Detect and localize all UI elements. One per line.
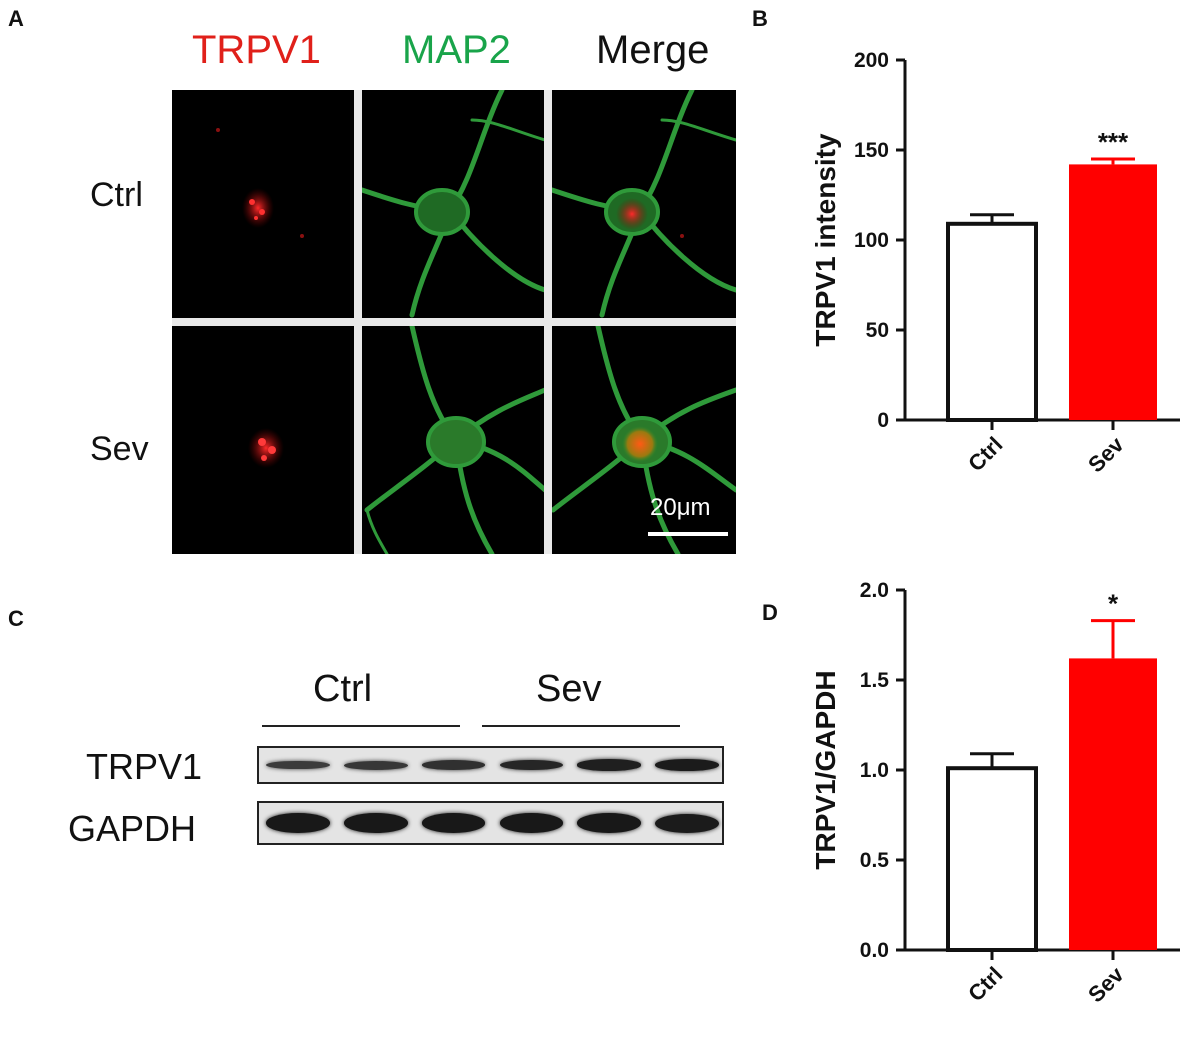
y-tick-label: 1.5 — [860, 669, 890, 692]
trpv1-band-6 — [655, 759, 719, 771]
trpv1-band-5 — [577, 759, 642, 771]
bar-sev — [1069, 658, 1157, 950]
x-tick-label: Ctrl — [963, 432, 1007, 476]
row-label-sev: Sev — [90, 430, 149, 468]
significance-marker: *** — [1098, 127, 1129, 157]
ctrl-trpv1-cell — [216, 128, 304, 238]
panel-label-a: A — [8, 6, 24, 31]
gapdh-band-4 — [499, 813, 564, 833]
microscopy-image — [216, 90, 736, 554]
channel-label-trpv1: TRPV1 — [192, 28, 321, 72]
blot-strip-trpv1 — [257, 746, 724, 784]
y-tick-label: 0.5 — [860, 849, 890, 872]
y-tick-label: 200 — [854, 49, 889, 72]
bar-ctrl — [946, 221, 1038, 422]
y-tick-label: 0 — [877, 409, 889, 432]
gapdh-band-3 — [421, 813, 486, 833]
panel-label-d: D — [762, 600, 778, 625]
bar-sev — [1069, 164, 1157, 420]
y-tick-label: 150 — [854, 139, 889, 162]
panel-label-c: C — [8, 606, 24, 631]
significance-marker: * — [1108, 589, 1119, 619]
y-axis-label: TRPV1/GAPDH — [810, 670, 841, 869]
trpv1-band-3 — [421, 760, 486, 770]
chart-d: 0.0 0.5 1.0 1.5 2.0 TRPV1/GAPDH Ctrl Sev * — [810, 579, 1180, 1007]
blot-group-label-sev: Sev — [536, 668, 602, 710]
blot-row-label-gapdh: GAPDH — [68, 808, 197, 849]
sev-trpv1-cell — [248, 428, 284, 468]
y-tick-label: 50 — [866, 319, 889, 342]
y-tick-label: 0.0 — [860, 939, 889, 962]
trpv1-band-2 — [343, 760, 408, 770]
y-axis-label: TRPV1 intensity — [810, 133, 841, 347]
blot-group-line-sev — [482, 725, 680, 727]
sev-map2-neuron — [364, 323, 548, 554]
gapdh-band-5 — [577, 813, 642, 833]
trpv1-band-1 — [266, 760, 330, 770]
x-tick-label: Sev — [1083, 431, 1129, 477]
channel-label-merge: Merge — [596, 28, 710, 72]
scale-bar — [648, 532, 728, 536]
sev-merge-neuron — [550, 323, 736, 554]
gapdh-band-6 — [655, 813, 719, 833]
scale-bar-label: 20μm — [650, 494, 711, 521]
y-tick-label: 100 — [854, 229, 889, 252]
channel-label-map2: MAP2 — [402, 28, 511, 72]
chart-b: 0 50 100 150 200 TRPV1 intensity Ctrl Sev *** — [810, 49, 1180, 477]
gapdh-band-1 — [266, 813, 330, 833]
x-tick-label: Ctrl — [963, 962, 1007, 1006]
panel-label-b: B — [752, 6, 768, 31]
ctrl-map2-neuron — [359, 90, 548, 318]
x-tick-label: Sev — [1083, 961, 1129, 1007]
trpv1-band-4 — [499, 759, 564, 771]
blot-strip-gapdh — [257, 801, 724, 845]
microscopy-grid: 20μm — [172, 90, 736, 554]
blot-group-label-ctrl: Ctrl — [313, 668, 373, 710]
bar-ctrl — [946, 766, 1038, 952]
y-tick-label: 2.0 — [860, 579, 889, 602]
row-label-ctrl: Ctrl — [90, 176, 143, 214]
blot-group-line-ctrl — [262, 725, 460, 727]
y-tick-label: 1.0 — [860, 759, 889, 782]
blot-row-label-trpv1: TRPV1 — [86, 746, 203, 787]
ctrl-merge-neuron — [549, 90, 736, 318]
gapdh-band-2 — [343, 813, 408, 833]
grid-divider-horizontal — [172, 318, 736, 326]
